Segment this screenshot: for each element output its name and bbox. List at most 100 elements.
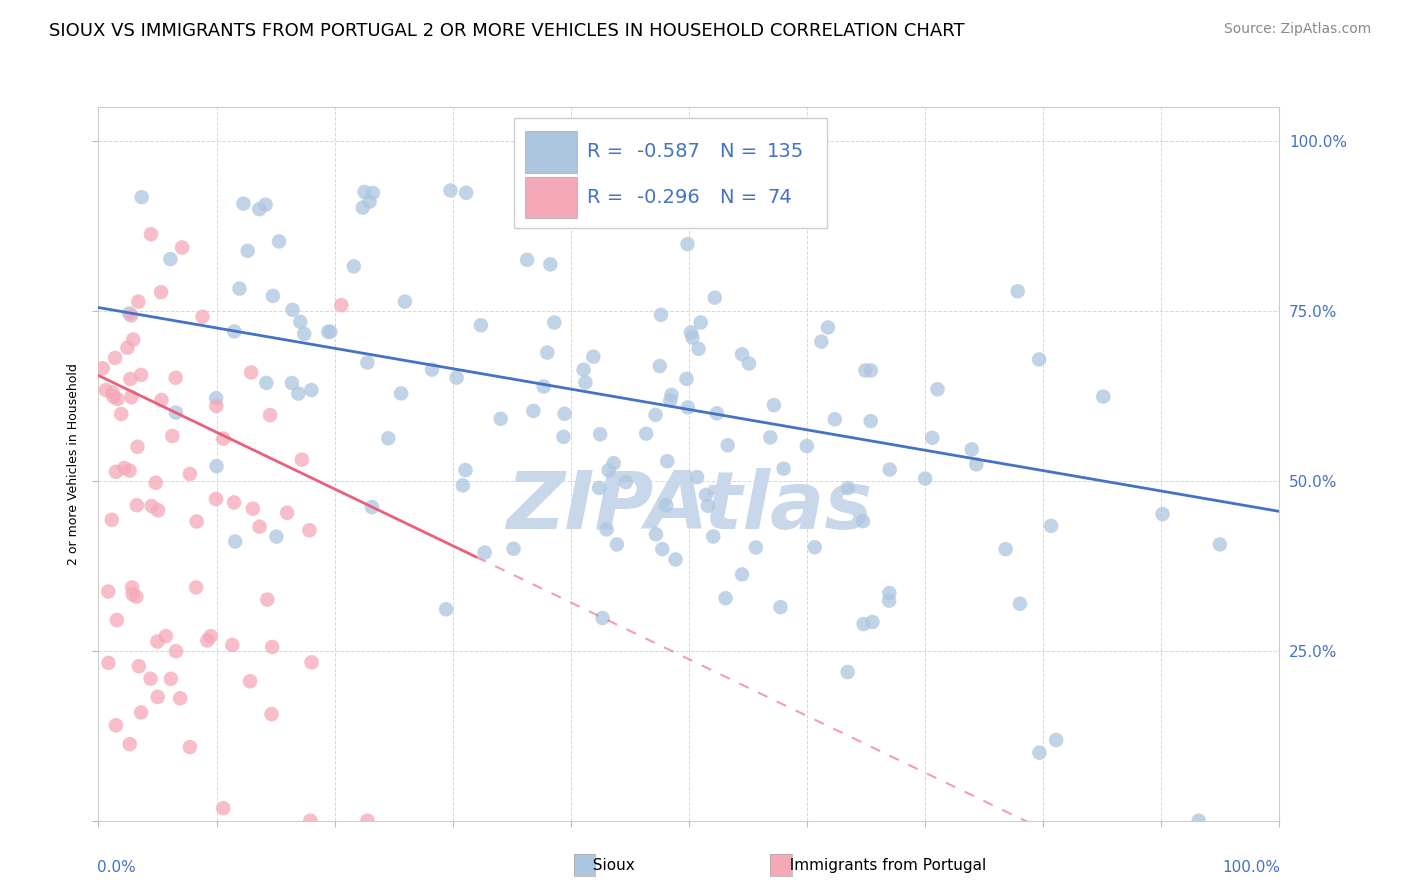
Point (852, 617, 875, 632)
Y-axis label: 2 or more Vehicles in Household: 2 or more Vehicles in Household (66, 363, 80, 565)
Text: ZIPAtlas: ZIPAtlas (506, 467, 872, 546)
Point (361, 500, 384, 514)
Point (648, 359, 671, 373)
Point (695, 488, 717, 502)
Point (256, 592, 278, 607)
Point (451, 478, 474, 492)
Point (772, 461, 794, 475)
Point (803, 540, 825, 554)
Text: R =: R = (588, 188, 630, 207)
Point (299, 383, 322, 397)
Point (636, 426, 658, 441)
Point (139, 227, 162, 242)
Point (859, 363, 882, 377)
FancyBboxPatch shape (515, 118, 827, 228)
Text: SIOUX VS IMMIGRANTS FROM PORTUGAL 2 OR MORE VEHICLES IN HOUSEHOLD CORRELATION CH: SIOUX VS IMMIGRANTS FROM PORTUGAL 2 OR M… (49, 22, 965, 40)
Point (1028, 746, 1050, 760)
Point (165, 371, 187, 385)
Point (702, 529, 724, 543)
Point (852, 514, 875, 528)
Point (439, 184, 461, 198)
Point (117, 341, 139, 355)
Point (543, 316, 565, 330)
Point (714, 591, 737, 606)
Point (120, 390, 142, 404)
Point (1152, 507, 1174, 521)
Text: 0.0%: 0.0% (97, 860, 136, 875)
Text: Sioux: Sioux (583, 858, 636, 872)
Point (522, 404, 544, 418)
Point (299, 814, 322, 828)
Point (456, 186, 478, 200)
Point (572, 362, 595, 376)
Point (97, 656, 120, 670)
Point (160, 672, 183, 686)
Point (474, 545, 496, 559)
Point (1188, 814, 1211, 828)
Point (125, 498, 148, 512)
Point (165, 406, 187, 420)
Point (960, 442, 983, 457)
Point (200, 629, 222, 643)
Point (145, 475, 167, 490)
Point (129, 706, 152, 720)
Text: -0.587: -0.587 (637, 143, 700, 161)
Point (104, 351, 127, 365)
Point (554, 407, 576, 421)
Point (361, 186, 384, 200)
Text: 135: 135 (766, 143, 804, 161)
Point (446, 370, 468, 384)
Point (837, 481, 859, 495)
Point (651, 542, 673, 557)
Point (112, 461, 135, 475)
Point (731, 567, 754, 582)
Point (353, 185, 375, 199)
Point (267, 235, 290, 249)
Point (259, 408, 281, 422)
Point (862, 615, 884, 629)
Point (205, 399, 228, 413)
Point (595, 523, 617, 537)
Point (121, 587, 143, 601)
Point (762, 398, 785, 412)
Point (103, 389, 125, 403)
Point (298, 523, 321, 537)
Point (470, 318, 492, 333)
Point (681, 330, 703, 344)
Point (105, 465, 128, 479)
Point (853, 363, 876, 377)
Point (553, 430, 575, 444)
Point (118, 737, 141, 751)
Point (1209, 537, 1232, 551)
Point (546, 199, 568, 213)
Point (738, 356, 761, 370)
Point (127, 294, 149, 309)
Point (837, 665, 859, 679)
Point (965, 458, 987, 472)
Point (205, 391, 228, 405)
Point (523, 194, 546, 208)
Point (921, 431, 943, 445)
Text: Immigrants from Portugal: Immigrants from Portugal (780, 858, 987, 872)
Point (1028, 352, 1050, 367)
Point (276, 506, 298, 520)
Point (141, 499, 163, 513)
Point (254, 197, 277, 211)
Point (94, 383, 117, 397)
Point (1040, 519, 1063, 533)
Point (105, 613, 128, 627)
Point (810, 334, 832, 349)
Point (290, 315, 312, 329)
Text: R =: R = (588, 143, 630, 161)
Point (1092, 390, 1115, 404)
Point (769, 600, 792, 615)
Point (796, 439, 818, 453)
Point (330, 298, 353, 312)
Point (121, 581, 143, 595)
Point (536, 345, 558, 359)
Point (1045, 733, 1067, 747)
Point (606, 537, 628, 551)
Point (150, 392, 173, 407)
Point (101, 385, 124, 400)
Point (150, 285, 173, 300)
